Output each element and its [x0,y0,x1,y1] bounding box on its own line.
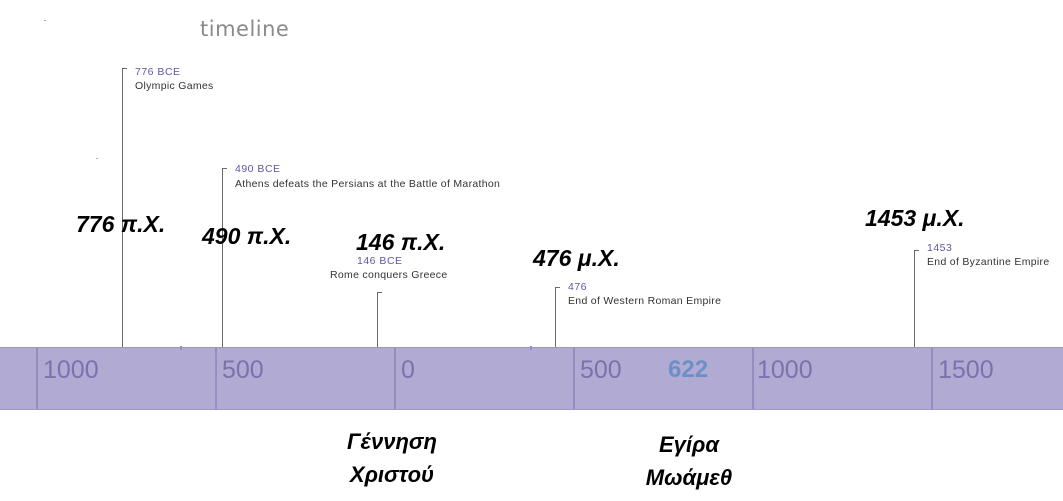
event-date: 776 BCE [135,66,181,78]
event-description: End of Western Roman Empire [568,295,722,307]
timeline-axis-band: 1000 500 0 500 622 1000 1500 [0,346,1063,410]
axis-tick-label: 500 [222,356,264,384]
axis-tick-label: 500 [580,356,622,384]
axis-divider [36,348,38,409]
event-date: 490 BCE [235,163,281,175]
event-tick [914,250,919,251]
axis-divider [752,348,754,409]
speck [44,20,46,21]
greek-date-label: 776 π.Χ. [76,211,166,237]
note-line: Χριστού [349,462,435,487]
event-line-1453 [914,250,915,347]
axis-divider [215,348,217,409]
event-description: Olympic Games [135,80,214,92]
axis-divider [394,348,396,409]
axis-tick-label: 1000 [757,356,813,384]
timeline-title: timeline [200,17,290,41]
axis-tick-label: 0 [401,356,415,384]
axis-tick-label: 1500 [938,356,994,384]
event-date: 476 [568,281,588,293]
hijra-year-label: 622 [668,356,709,383]
event-description: Rome conquers Greece [330,269,448,281]
event-line-146bce [377,292,378,347]
event-date: 1453 [927,242,953,254]
event-description: Athens defeats the Persians at the Battl… [235,178,501,190]
axis-tick-label: 1000 [43,356,99,384]
event-tick [222,168,227,169]
event-description: End of Byzantine Empire [927,256,1050,268]
greek-date-label: 1453 μ.Χ. [865,205,965,231]
event-tick [555,287,560,288]
event-tick [122,68,127,69]
event-line-490bce [222,168,223,347]
axis-minor-mark [180,346,182,350]
speck [96,158,98,159]
event-date: 146 BCE [357,255,403,267]
event-tick [377,292,382,293]
note-line: Εγίρα [659,432,719,457]
note-line: Γέννηση [347,429,437,454]
event-line-776bce [122,68,123,347]
greek-date-label: 490 π.Χ. [202,223,292,249]
axis-minor-mark [530,346,532,350]
greek-date-label: 476 μ.Χ. [533,245,620,271]
axis-divider [573,348,575,409]
axis-divider [931,348,933,409]
hijra-note: Εγίρα Μωάμεθ [629,428,749,494]
note-line: Μωάμεθ [645,465,733,490]
greek-date-label: 146 π.Χ. [356,229,446,255]
birth-of-christ-note: Γέννηση Χριστού [332,425,452,491]
event-line-476 [555,287,556,347]
